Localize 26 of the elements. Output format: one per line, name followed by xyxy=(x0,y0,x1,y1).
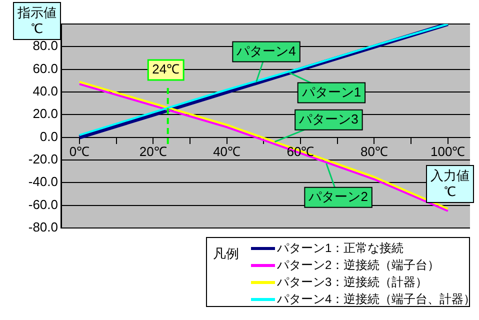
x-tick-label: 20℃ xyxy=(139,144,167,159)
y-tick-label: -40.0 xyxy=(28,174,58,190)
y-tick-label: -60.0 xyxy=(28,196,58,212)
x-tick-label: 80℃ xyxy=(360,144,388,159)
x-tick-label: 100℃ xyxy=(430,144,466,159)
x-tick-label: 40℃ xyxy=(213,144,241,159)
y-tick-label: 20.0 xyxy=(32,106,58,122)
y-tick-label: 60.0 xyxy=(32,60,58,76)
legend-title: 凡例 xyxy=(213,245,239,263)
x-tick-label: 0℃ xyxy=(69,144,90,159)
annotation: パターン1 xyxy=(300,84,362,100)
y-tick-label: 40.0 xyxy=(32,84,58,99)
legend-label: パターン4：逆接続（端子台、計器） xyxy=(277,291,476,308)
y-tick-label: 80.0 xyxy=(32,38,58,54)
ref-line-label: 24℃ xyxy=(152,62,180,77)
annotation: パターン4 xyxy=(236,43,296,58)
x-axis-title: 入力値 ℃ xyxy=(426,165,474,203)
y-tick-label: -80.0 xyxy=(28,220,58,235)
legend-label: パターン2：逆接続（端子台） xyxy=(277,257,440,274)
annotation: パターン2 xyxy=(308,188,368,204)
y-tick-label: -20.0 xyxy=(28,152,58,167)
y-tick-label: 0.0 xyxy=(40,128,58,144)
legend-label: パターン1：正常な接続 xyxy=(277,240,404,257)
annotation: パターン3 xyxy=(298,111,358,126)
legend-label: パターン3：逆接続（計器） xyxy=(277,274,428,291)
y-axis-title: 指示値 ℃ xyxy=(13,2,61,40)
